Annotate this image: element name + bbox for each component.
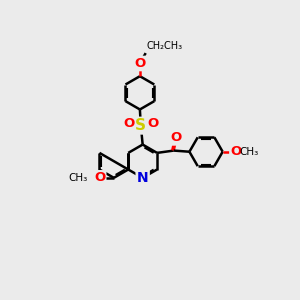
Text: CH₃: CH₃ <box>68 173 88 183</box>
Text: O: O <box>134 57 146 70</box>
Text: O: O <box>123 117 134 130</box>
Text: O: O <box>147 117 158 130</box>
Text: O: O <box>171 131 182 144</box>
Text: CH₂CH₃: CH₂CH₃ <box>147 41 183 51</box>
Text: CH₃: CH₃ <box>239 147 259 157</box>
Text: O: O <box>230 145 242 158</box>
Text: N: N <box>137 171 148 185</box>
Text: O: O <box>94 171 105 184</box>
Text: S: S <box>135 118 146 133</box>
